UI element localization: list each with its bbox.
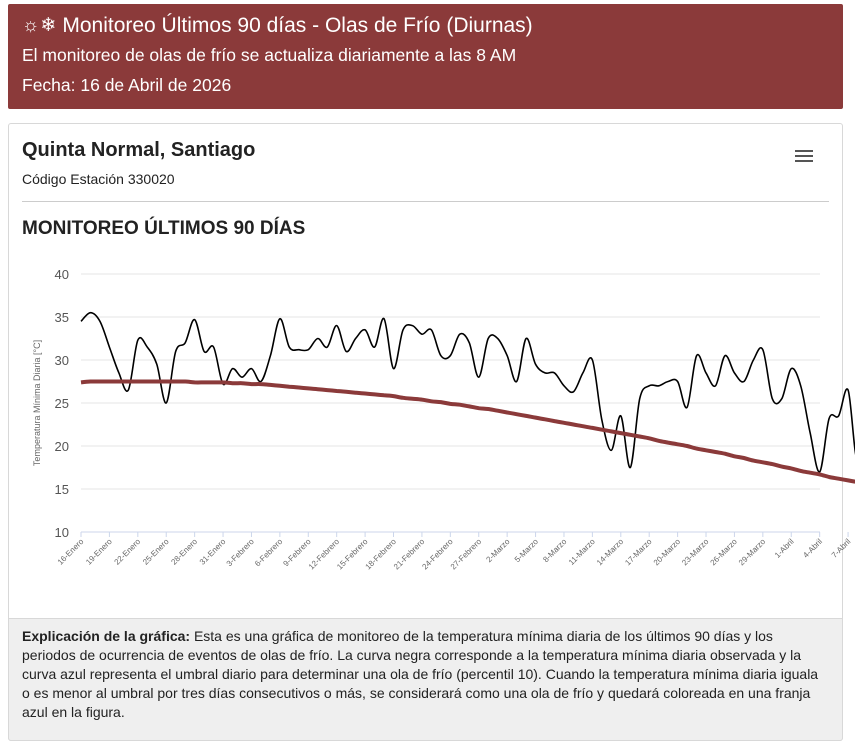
y-tick-label: 10 — [55, 525, 69, 540]
x-tick-label: 29-Marzo — [737, 537, 768, 568]
sun-icon: ☼ — [22, 15, 40, 36]
x-tick-label: 5-Marzo — [513, 537, 540, 564]
x-tick-label: 17-Marzo — [623, 537, 654, 568]
threshold-line — [80, 379, 855, 484]
x-tick-label: 4-Abril — [801, 537, 824, 560]
temperature-chart: 10 15 20 25 30 35 40 16-Enero19-Enero22-Enero25… — [32, 267, 855, 572]
x-tick-label: 28-Enero — [169, 537, 199, 567]
x-tick-label: 7-Abril — [830, 537, 853, 560]
y-tick-label: 15 — [55, 482, 69, 497]
y-tick-label: 25 — [55, 396, 69, 411]
station-name: Quinta Normal, Santiago — [22, 139, 256, 161]
x-tick-label: 20-Marzo — [652, 537, 683, 568]
explanation-text: Esta es una gráfica de monitoreo de la t… — [22, 628, 819, 720]
station-code: Código Estación 330020 — [22, 171, 175, 187]
y-tick-label: 20 — [55, 439, 69, 454]
x-tick-label: 31-Enero — [198, 537, 228, 567]
header-title-row: ☼ ❄ Monitoreo Últimos 90 días - Olas de … — [22, 12, 843, 40]
y-tick-label: 40 — [55, 267, 69, 282]
x-tick-label: 23-Marzo — [680, 537, 711, 568]
x-tick-label: 16-Enero — [56, 537, 86, 567]
x-tick-label: 1-Abril — [773, 537, 796, 560]
x-tick-label: 19-Enero — [84, 537, 114, 567]
observed-line — [80, 311, 855, 473]
explanation-label: Explicación de la gráfica: — [22, 628, 191, 644]
x-tick-label: 25-Enero — [141, 537, 171, 567]
x-tick-label: 22-Enero — [113, 537, 143, 567]
x-tick-label: 6-Febrero — [253, 537, 285, 569]
x-tick-label: 3-Febrero — [225, 537, 257, 569]
x-tick-label: 11-Marzo — [567, 537, 597, 567]
update-note: El monitoreo de olas de frío se actualiz… — [22, 45, 517, 65]
header-icons: ☼ ❄ — [22, 12, 56, 40]
y-axis-label: Temperatura Mínima Diaria [°C] — [32, 340, 42, 466]
page-title: Monitoreo Últimos 90 días - Olas de Frío… — [62, 14, 533, 37]
x-tick-label: 8-Marzo — [541, 537, 568, 564]
x-tick-label: 26-Marzo — [709, 537, 740, 568]
x-tick-label: 2-Marzo — [484, 537, 511, 564]
y-tick-label: 30 — [55, 353, 69, 368]
y-tick-label: 35 — [55, 310, 69, 325]
report-date: Fecha: 16 de Abril de 2026 — [22, 75, 232, 95]
divider — [22, 201, 829, 202]
chart-menu-icon[interactable] — [795, 150, 813, 164]
chart-explanation: Explicación de la gráfica: Esta es una g… — [8, 618, 843, 741]
x-tick-label: 27-Febrero — [449, 537, 484, 572]
page-header: ☼ ❄ Monitoreo Últimos 90 días - Olas de … — [8, 4, 843, 109]
section-title: MONITOREO ÚLTIMOS 90 DÍAS — [22, 218, 306, 239]
x-tick-label: 14-Marzo — [595, 537, 626, 568]
snowflake-icon: ❄ — [40, 15, 57, 36]
